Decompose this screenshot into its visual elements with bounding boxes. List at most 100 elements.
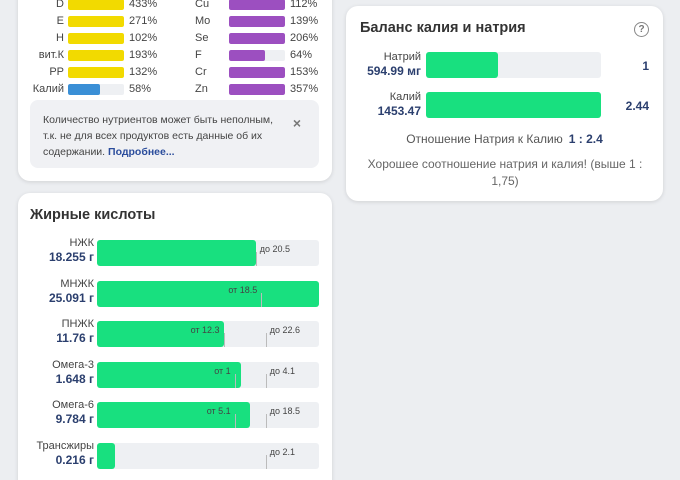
nutrient-bar-fill <box>68 83 101 95</box>
fatty-acid-value: 9.784 г <box>55 412 94 426</box>
more-link[interactable]: Подробнее... <box>108 146 175 158</box>
nutrient-percent: 433% <box>129 0 158 10</box>
close-icon[interactable]: × <box>292 115 301 131</box>
nutrient-bar-fill <box>68 15 124 27</box>
nutrient-row: E 271% <box>8 14 167 28</box>
nutrient-row: F 64% <box>195 48 328 62</box>
balance-ratio: 2.44 <box>625 99 649 113</box>
fatty-acid-bar-fill <box>97 361 242 388</box>
nutrient-bar-fill <box>229 66 285 78</box>
nutrient-percent: 206% <box>290 32 319 44</box>
fatty-acid-bar-fill <box>97 321 224 347</box>
nutrient-row: Se 206% <box>195 31 328 45</box>
nutrient-label: Калий <box>32 83 64 95</box>
nutrient-bar-track <box>229 83 285 95</box>
norm-marker-label: от 12.3 <box>190 325 220 335</box>
potassium-sodium-card: Баланс калия и натрия ? Натрий 594.99 мг 1… <box>346 6 663 201</box>
nutrient-label: F <box>195 49 202 61</box>
nutrient-row: Mo 139% <box>195 14 328 28</box>
nutrient-row: Калий 58% <box>8 82 167 96</box>
fatty-acid-bar-track: от 1 до 4.1 <box>97 361 319 388</box>
nutrient-label: Se <box>195 32 209 44</box>
balance-ratio: 1 <box>642 59 649 73</box>
nutrient-bar-track <box>68 15 124 27</box>
fatty-acid-bar-track: от 18.5 <box>97 280 319 307</box>
fatty-acids-title: Жирные кислоты <box>30 207 156 223</box>
nutrient-label: Mo <box>195 15 211 27</box>
ratio-line: Отношение Натрия к Калию 1 : 2.4 <box>346 132 663 146</box>
help-icon[interactable]: ? <box>634 22 649 37</box>
nutrient-row: вит.К 193% <box>8 48 167 62</box>
nutrient-row: H 102% <box>8 31 167 45</box>
fatty-acid-name: ПНЖК <box>61 318 94 330</box>
nutrient-bar-track <box>229 0 285 10</box>
fatty-acid-row: НЖК 18.255 г до 20.5 <box>18 237 332 269</box>
nutrient-label: вит.К <box>38 49 64 61</box>
nutrient-percent: 193% <box>129 49 158 61</box>
norm-marker-label: до 2.1 <box>269 446 295 457</box>
nutrient-bar-fill <box>68 49 124 61</box>
nutrient-percent: 271% <box>129 15 158 27</box>
fatty-acid-bar-track: от 5.1 до 18.5 <box>97 402 319 428</box>
fatty-acid-value: 18.255 г <box>48 250 94 264</box>
norm-marker-label: до 22.6 <box>269 325 300 335</box>
norm-marker-tick <box>223 333 225 347</box>
norm-marker-tick <box>265 454 267 469</box>
nutrient-percent: 139% <box>290 15 319 27</box>
norm-marker-tick <box>261 292 263 307</box>
nutrient-row: Zn 357% <box>195 82 328 96</box>
good-ratio-message: Хорошее соотношение натрия и калия! (выш… <box>367 157 643 188</box>
nutrient-bar-fill <box>68 66 124 78</box>
balance-row: Калий 1453.47 2.44 <box>346 91 663 121</box>
fatty-acid-bar-track: до 20.5 <box>97 240 319 266</box>
balance-bar-track <box>426 52 601 78</box>
fatty-acid-bar-track: от 12.3 до 22.6 <box>97 321 319 347</box>
norm-marker-tick <box>265 373 267 388</box>
nutrient-bar-fill <box>229 15 285 27</box>
fatty-acid-row: МНЖК 25.091 г от 18.5 <box>18 278 332 310</box>
norm-marker-tick <box>265 333 267 347</box>
nutrient-percent: 64% <box>290 49 313 61</box>
balance-value: 594.99 мг <box>367 64 421 78</box>
nutrient-bar-track <box>229 49 285 61</box>
vitamins-minerals-card: D 433% E 271% H 102% вит.К 193% PP 132% Калий 58% C… <box>18 0 332 181</box>
ratio-value: 1 : 2.4 <box>568 132 603 146</box>
fatty-acid-bar-fill <box>97 240 256 266</box>
norm-marker-label: до 18.5 <box>269 406 300 416</box>
nutrient-row: Cr 153% <box>195 65 328 79</box>
fatty-acid-name: Омега-3 <box>52 358 94 371</box>
balance-name: Натрий <box>383 51 421 63</box>
nutrient-row: D 433% <box>8 0 167 11</box>
ratio-label: Отношение Натрия к Калию <box>406 132 563 146</box>
nutrient-label: Cu <box>195 0 210 10</box>
norm-marker-tick <box>234 414 236 428</box>
nutrient-label: D <box>56 0 64 10</box>
balance-bar-fill <box>426 92 601 118</box>
nutrient-percent: 58% <box>129 83 152 95</box>
norm-marker-tick <box>255 252 257 266</box>
fatty-acid-bar-track: до 2.1 <box>97 442 319 469</box>
fatty-acid-value: 0.216 г <box>55 452 94 467</box>
balance-name: Калий <box>389 91 421 103</box>
fatty-acid-name: Трансжиры <box>36 439 94 452</box>
balance-bar-fill <box>426 52 498 78</box>
fatty-acid-name: МНЖК <box>60 277 94 290</box>
nutrient-percent: 132% <box>129 66 158 78</box>
nutrient-label: PP <box>49 66 64 78</box>
nutrient-bar-track <box>68 32 124 44</box>
balance-row: Натрий 594.99 мг 1 <box>346 51 663 81</box>
nutrient-bar-fill <box>229 83 285 95</box>
nutrient-row: PP 132% <box>8 65 167 79</box>
fatty-acid-bar-fill <box>97 402 251 428</box>
fatty-acid-bar-fill <box>97 280 319 307</box>
nutrient-percent: 112% <box>290 0 318 10</box>
nutrient-percent: 102% <box>129 32 158 44</box>
potassium-sodium-title: Баланс калия и натрия <box>360 20 526 36</box>
nutrient-label: H <box>56 32 64 44</box>
nutrient-bar-fill <box>68 32 124 44</box>
nutrient-bar-fill <box>68 0 124 10</box>
note-text: Количество нутриентов может быть неполны… <box>43 114 274 158</box>
fatty-acid-row: Омега-3 1.648 г от 1 до 4.1 <box>18 359 332 391</box>
nutrient-bar-track <box>68 0 124 10</box>
nutrient-label: E <box>56 15 64 27</box>
